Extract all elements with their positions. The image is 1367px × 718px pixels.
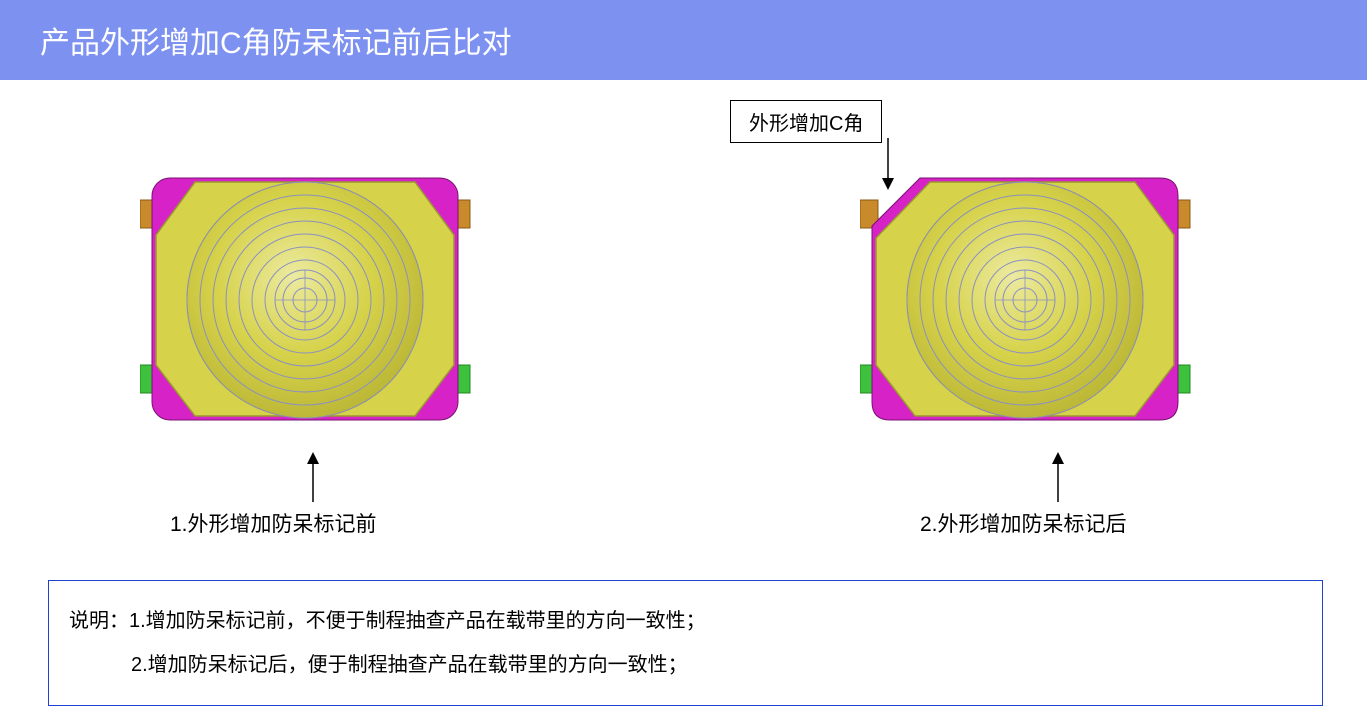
callout-text: 外形增加C角 <box>749 113 863 135</box>
product-before <box>140 170 490 455</box>
caption-after: 2.外形增加防呆标记后 <box>920 508 1127 538</box>
content-area: 外形增加C角 <box>0 80 1367 640</box>
arrow-up-left-icon <box>295 450 335 505</box>
product-before-svg <box>140 170 480 450</box>
product-after <box>860 170 1210 455</box>
header-title: 产品外形增加C角防呆标记前后比对 <box>40 27 512 60</box>
note-line-2: 2.增加防呆标记后，便于制程抽查产品在载带里的方向一致性； <box>69 643 1302 687</box>
note-line-1: 说明：1.增加防呆标记前，不便于制程抽查产品在载带里的方向一致性； <box>69 599 1302 643</box>
product-after-svg <box>860 170 1200 450</box>
page-header: 产品外形增加C角防呆标记前后比对 <box>0 0 1367 80</box>
arrow-up-right-icon <box>1040 450 1080 505</box>
notes-box: 说明：1.增加防呆标记前，不便于制程抽查产品在载带里的方向一致性； 2.增加防呆… <box>48 580 1323 706</box>
callout-label-box: 外形增加C角 <box>730 100 882 143</box>
caption-before: 1.外形增加防呆标记前 <box>170 508 377 538</box>
